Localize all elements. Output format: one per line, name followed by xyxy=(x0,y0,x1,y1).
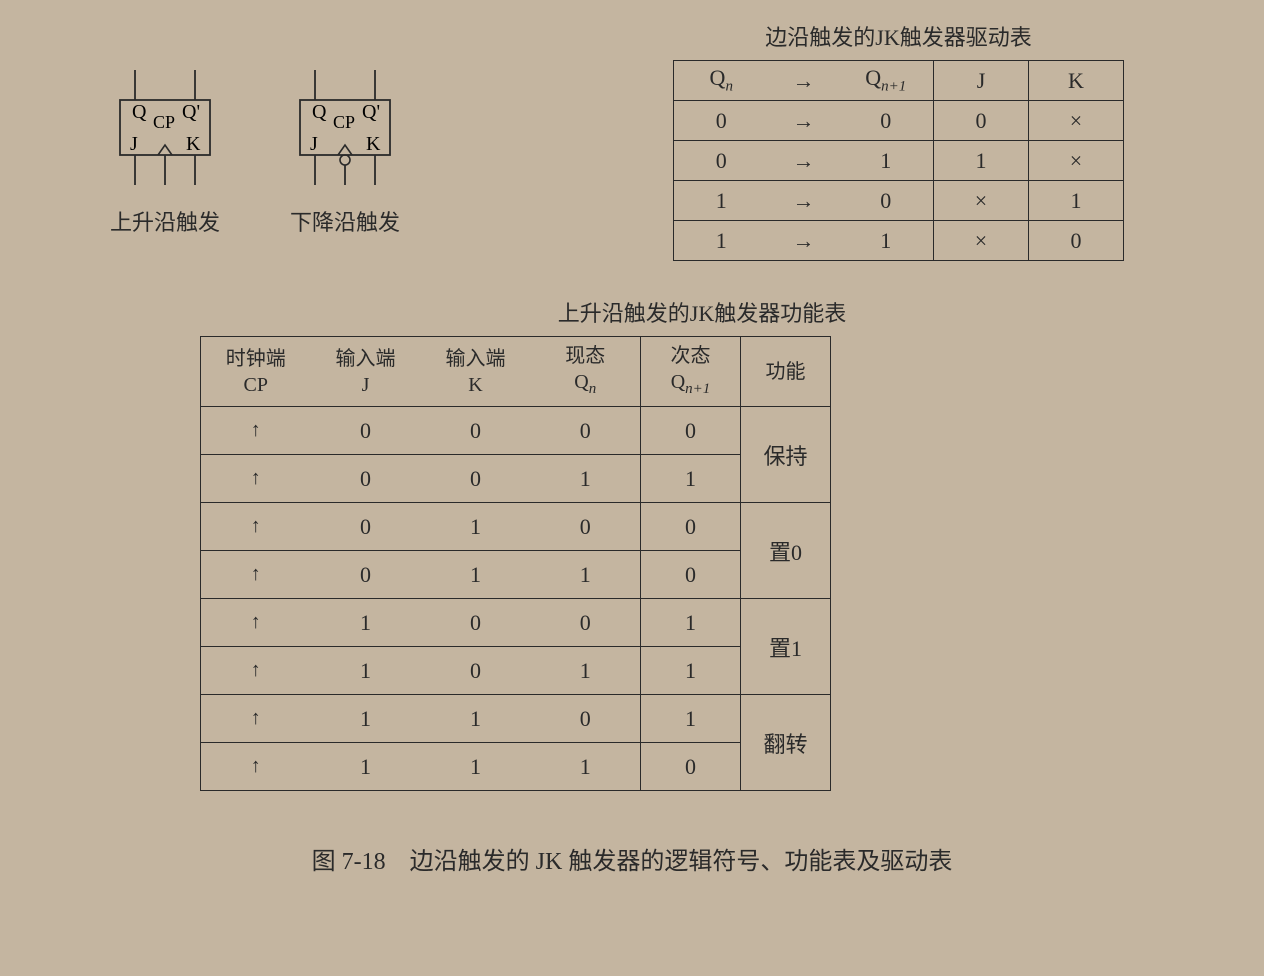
table-row: 0 → 1 1 × xyxy=(674,141,1124,181)
falling-edge-label: 下降沿触发 xyxy=(290,205,400,237)
function-table-section: 上升沿触发的JK触发器功能表 时钟端CP 输入端J 输入端K 现态Qn 次态Qn… xyxy=(200,296,1204,791)
rising-edge-label: 上升沿触发 xyxy=(110,205,220,237)
table-header-row: Qn → Qn+1 J K xyxy=(674,61,1124,101)
table-row: 1 → 1 × 0 xyxy=(674,221,1124,261)
table-row: ↑ 1 0 0 1 置1 xyxy=(201,599,831,647)
header-cp: 时钟端CP xyxy=(201,337,311,407)
table-row: ↑ 0 1 1 0 xyxy=(201,551,831,599)
falling-edge-diagram: Q Q' CP J K 下降沿触发 xyxy=(280,70,410,237)
figure-caption: 图 7-18 边沿触发的 JK 触发器的逻辑符号、功能表及驱动表 xyxy=(60,841,1204,876)
svg-text:K: K xyxy=(366,133,381,155)
table-row: ↑ 1 0 1 1 xyxy=(201,647,831,695)
func-toggle: 翻转 xyxy=(741,695,831,791)
table-row: 0 → 0 0 × xyxy=(674,101,1124,141)
function-table-title: 上升沿触发的JK触发器功能表 xyxy=(200,296,1204,328)
svg-text:J: J xyxy=(130,133,138,155)
table-row: ↑ 0 0 1 1 xyxy=(201,455,831,503)
func-reset: 置0 xyxy=(741,503,831,599)
header-qn: Qn xyxy=(674,61,769,101)
header-qn1: Qn+1 xyxy=(839,61,934,101)
table-row: ↑ 1 1 0 1 翻转 xyxy=(201,695,831,743)
diagrams-container: Q Q' CP J K 上升沿触发 Q Q' CP J K xyxy=(100,70,410,237)
svg-text:J: J xyxy=(310,133,318,155)
header-j: J xyxy=(934,61,1029,101)
rising-edge-diagram: Q Q' CP J K 上升沿触发 xyxy=(100,70,230,237)
func-set: 置1 xyxy=(741,599,831,695)
svg-text:Q: Q xyxy=(312,101,327,123)
table-row: 1 → 0 × 1 xyxy=(674,181,1124,221)
excitation-table-section: 边沿触发的JK触发器驱动表 Qn → Qn+1 J K 0 → 0 0 × 0 … xyxy=(673,20,1124,261)
svg-text:Q': Q' xyxy=(182,101,200,123)
table-row: ↑ 0 1 0 0 置0 xyxy=(201,503,831,551)
header-j: 输入端J xyxy=(311,337,421,407)
header-arrow: → xyxy=(769,61,839,101)
top-section: Q Q' CP J K 上升沿触发 Q Q' CP J K xyxy=(60,20,1204,261)
excitation-table: Qn → Qn+1 J K 0 → 0 0 × 0 → 1 1 × 1 xyxy=(673,60,1124,261)
header-func: 功能 xyxy=(741,337,831,407)
rising-edge-symbol: Q Q' CP J K xyxy=(100,70,230,190)
function-table: 时钟端CP 输入端J 输入端K 现态Qn 次态Qn+1 功能 ↑ 0 0 0 0… xyxy=(200,336,831,791)
svg-text:K: K xyxy=(186,133,201,155)
svg-text:CP: CP xyxy=(333,112,355,132)
falling-edge-symbol: Q Q' CP J K xyxy=(280,70,410,190)
excitation-table-title: 边沿触发的JK触发器驱动表 xyxy=(673,20,1124,52)
table-header-row: 时钟端CP 输入端J 输入端K 现态Qn 次态Qn+1 功能 xyxy=(201,337,831,407)
header-k: K xyxy=(1029,61,1124,101)
table-row: ↑ 0 0 0 0 保持 xyxy=(201,407,831,455)
header-qn1: 次态Qn+1 xyxy=(641,337,741,407)
svg-text:CP: CP xyxy=(153,112,175,132)
svg-text:Q': Q' xyxy=(362,101,380,123)
svg-text:Q: Q xyxy=(132,101,147,123)
header-k: 输入端K xyxy=(421,337,531,407)
func-hold: 保持 xyxy=(741,407,831,503)
table-row: ↑ 1 1 1 0 xyxy=(201,743,831,791)
header-qn: 现态Qn xyxy=(531,337,641,407)
